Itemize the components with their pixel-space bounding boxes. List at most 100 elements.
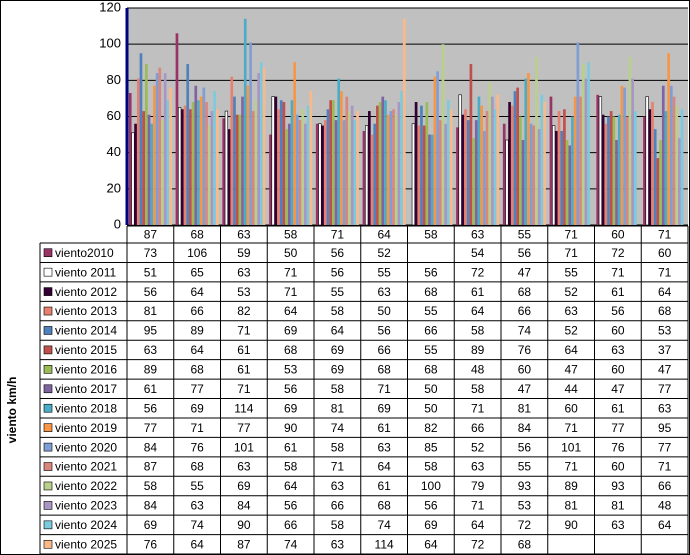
bar bbox=[271, 96, 275, 226]
table-cell: 100 bbox=[421, 479, 441, 493]
bar bbox=[207, 125, 211, 225]
bar bbox=[153, 85, 156, 225]
bar bbox=[315, 123, 319, 225]
legend-label: viento 2016 bbox=[55, 363, 117, 377]
table-cell: 82 bbox=[237, 304, 251, 318]
bar bbox=[274, 96, 278, 225]
bar bbox=[331, 100, 335, 225]
table-cell: 69 bbox=[284, 401, 298, 415]
table-cell: 84 bbox=[237, 499, 251, 513]
bar bbox=[249, 42, 252, 225]
legend-label: viento 2022 bbox=[55, 479, 117, 493]
bar bbox=[664, 111, 668, 225]
bar bbox=[301, 109, 305, 225]
bar bbox=[197, 100, 200, 225]
bar bbox=[251, 111, 255, 225]
bar bbox=[298, 120, 302, 225]
table-cell: 69 bbox=[331, 363, 345, 377]
bar bbox=[549, 96, 553, 225]
table-cell: 64 bbox=[331, 324, 345, 338]
table-cell: 95 bbox=[144, 324, 158, 338]
bar bbox=[466, 120, 470, 225]
table-cell: 58 bbox=[331, 304, 345, 318]
table-cell: 56 bbox=[518, 246, 532, 260]
bar bbox=[186, 64, 190, 225]
bar bbox=[680, 109, 684, 225]
legend-label: viento 2024 bbox=[55, 518, 117, 532]
table-cell: 76 bbox=[190, 440, 204, 454]
table-cell: 58 bbox=[284, 460, 298, 474]
table-cell: 68 bbox=[424, 363, 438, 377]
table-cell: 55 bbox=[190, 479, 204, 493]
bar bbox=[411, 123, 416, 226]
table-cell: 72 bbox=[611, 246, 625, 260]
table-cell: 68 bbox=[190, 460, 204, 474]
legend-label: viento 2013 bbox=[55, 304, 117, 318]
bar bbox=[604, 123, 608, 225]
table-cell: 50 bbox=[424, 401, 438, 415]
table-cell: 90 bbox=[237, 518, 251, 532]
table-cell: 56 bbox=[331, 265, 345, 279]
table-cell: 61 bbox=[284, 440, 298, 454]
y-axis-label: viento km/h bbox=[5, 377, 19, 444]
legend-label: viento 2019 bbox=[55, 421, 117, 435]
bar bbox=[513, 91, 517, 225]
bar bbox=[376, 105, 379, 225]
table-cell: 89 bbox=[190, 324, 204, 338]
table-cell: 53 bbox=[518, 499, 532, 513]
legend-label: viento2010 bbox=[55, 246, 114, 260]
legend-key bbox=[43, 403, 53, 413]
bar bbox=[329, 100, 332, 225]
legend-key bbox=[43, 539, 53, 549]
table-cell: 114 bbox=[234, 401, 253, 415]
x-tick-label: 71 bbox=[658, 228, 672, 242]
bar bbox=[420, 105, 423, 225]
x-tick-label: 68 bbox=[190, 228, 204, 242]
bar bbox=[246, 85, 250, 225]
bar bbox=[337, 78, 341, 226]
table-cell: 71 bbox=[564, 421, 578, 435]
bar bbox=[461, 114, 465, 225]
table-cell: 77 bbox=[144, 421, 158, 435]
bar bbox=[483, 130, 486, 225]
bar bbox=[505, 139, 509, 226]
bar bbox=[579, 96, 582, 225]
table-cell: 55 bbox=[564, 265, 578, 279]
bar bbox=[477, 96, 481, 225]
legend-key bbox=[43, 462, 53, 471]
table-cell: 71 bbox=[658, 460, 672, 474]
table-cell: 71 bbox=[564, 460, 578, 474]
table-cell: 84 bbox=[518, 421, 532, 435]
bar bbox=[373, 123, 377, 225]
table-cell: 74 bbox=[190, 518, 204, 532]
bar bbox=[474, 120, 478, 225]
bar bbox=[581, 64, 585, 225]
table-cell: 90 bbox=[564, 518, 578, 532]
bar bbox=[648, 109, 652, 225]
bar bbox=[269, 134, 272, 225]
bar bbox=[634, 111, 637, 225]
bar bbox=[235, 114, 239, 225]
table-cell: 44 bbox=[564, 382, 578, 396]
table-cell: 71 bbox=[564, 246, 578, 260]
table-cell: 56 bbox=[377, 324, 391, 338]
legend-key bbox=[43, 267, 53, 277]
table-cell: 56 bbox=[424, 499, 438, 513]
table-cell: 84 bbox=[144, 499, 158, 513]
x-tick-label: 64 bbox=[377, 228, 391, 242]
bar bbox=[194, 85, 198, 225]
bar bbox=[318, 123, 322, 226]
table-cell: 58 bbox=[331, 382, 345, 396]
bar bbox=[277, 109, 280, 225]
table-cell: 61 bbox=[471, 285, 485, 299]
bar bbox=[535, 56, 538, 226]
x-tick-label: 63 bbox=[471, 228, 485, 242]
bar bbox=[488, 82, 492, 226]
table-cell: 101 bbox=[234, 440, 254, 454]
bar bbox=[224, 110, 229, 226]
table-cell: 71 bbox=[331, 460, 345, 474]
table-cell: 60 bbox=[611, 324, 625, 338]
table-cell: 68 bbox=[190, 363, 204, 377]
bar bbox=[527, 73, 530, 225]
table-cell: 55 bbox=[518, 460, 532, 474]
